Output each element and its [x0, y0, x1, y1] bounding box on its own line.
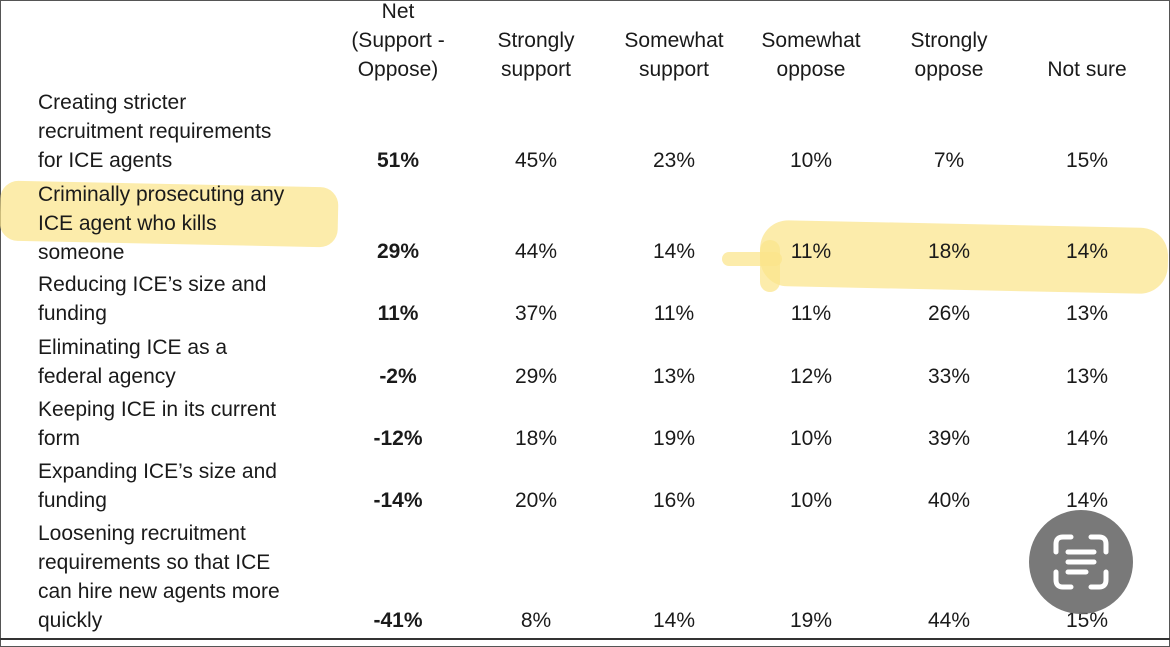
row-label: Eliminating ICE as a federal agency	[38, 336, 228, 388]
cell-somewhat-support: 23%	[652, 149, 696, 172]
highlight-stroke-start	[760, 240, 780, 292]
cell-net: -14%	[373, 489, 423, 512]
cell-somewhat-oppose: 10%	[789, 149, 833, 172]
cell-strongly-support: 18%	[514, 427, 558, 450]
cell-somewhat-support: 16%	[652, 489, 696, 512]
row-label: Loosening recruitment requirements so th…	[38, 522, 280, 632]
cell-not-sure: 15%	[1065, 149, 1109, 172]
cell-somewhat-oppose: 11%	[790, 302, 832, 325]
col-header-net: Net (Support - Oppose)	[351, 0, 445, 81]
cell-not-sure: 13%	[1065, 365, 1109, 388]
cell-not-sure: 13%	[1065, 302, 1109, 325]
cell-net: 29%	[376, 240, 420, 263]
cell-somewhat-oppose: 12%	[789, 365, 833, 388]
row-label: Reducing ICE’s size and funding	[38, 273, 267, 325]
cell-not-sure: 14%	[1065, 240, 1109, 263]
cell-somewhat-oppose: 10%	[789, 489, 833, 512]
scan-text-button[interactable]	[1029, 510, 1133, 614]
cell-somewhat-support: 13%	[652, 365, 696, 388]
cell-strongly-oppose: 18%	[927, 240, 971, 263]
scan-text-icon	[1053, 534, 1109, 590]
cell-not-sure: 14%	[1065, 489, 1109, 512]
cell-somewhat-oppose: 19%	[789, 609, 833, 632]
bottom-rule	[0, 638, 1170, 640]
cell-net: -2%	[379, 365, 417, 388]
cell-strongly-support: 44%	[514, 240, 558, 263]
cell-somewhat-oppose: 11%	[790, 240, 832, 263]
row-label: Creating stricter recruitment requiremen…	[38, 91, 272, 172]
cell-strongly-support: 20%	[514, 489, 558, 512]
cell-somewhat-support: 14%	[652, 609, 696, 632]
cell-strongly-oppose: 7%	[933, 149, 965, 172]
cell-somewhat-support: 14%	[652, 240, 696, 263]
cell-net: -41%	[373, 609, 423, 632]
row-label: Keeping ICE in its current form	[38, 398, 277, 450]
cell-strongly-oppose: 40%	[927, 489, 971, 512]
col-header-strongly-support: Strongly support	[497, 29, 575, 81]
cell-somewhat-oppose: 10%	[789, 427, 833, 450]
cell-not-sure: 15%	[1065, 609, 1109, 632]
cell-strongly-oppose: 33%	[927, 365, 971, 388]
cell-strongly-oppose: 39%	[927, 427, 971, 450]
cell-strongly-oppose: 44%	[927, 609, 971, 632]
col-header-strongly-oppose: Strongly oppose	[910, 29, 988, 81]
col-header-somewhat-oppose: Somewhat oppose	[761, 29, 861, 81]
cell-strongly-oppose: 26%	[927, 302, 971, 325]
cell-strongly-support: 45%	[514, 149, 558, 172]
cell-net: 51%	[376, 149, 420, 172]
row-label: Expanding ICE’s size and funding	[38, 460, 277, 512]
cell-somewhat-support: 11%	[653, 302, 695, 325]
cell-net: -12%	[373, 427, 423, 450]
col-header-not-sure: Not sure	[1047, 58, 1127, 81]
cell-net: 11%	[377, 302, 419, 325]
cell-strongly-support: 8%	[520, 609, 552, 632]
cell-strongly-support: 37%	[514, 302, 558, 325]
row-label: Criminally prosecuting any ICE agent who…	[38, 183, 285, 264]
cell-not-sure: 14%	[1065, 427, 1109, 450]
cell-strongly-support: 29%	[514, 365, 558, 388]
col-header-somewhat-support: Somewhat support	[624, 29, 724, 81]
cell-somewhat-support: 19%	[652, 427, 696, 450]
